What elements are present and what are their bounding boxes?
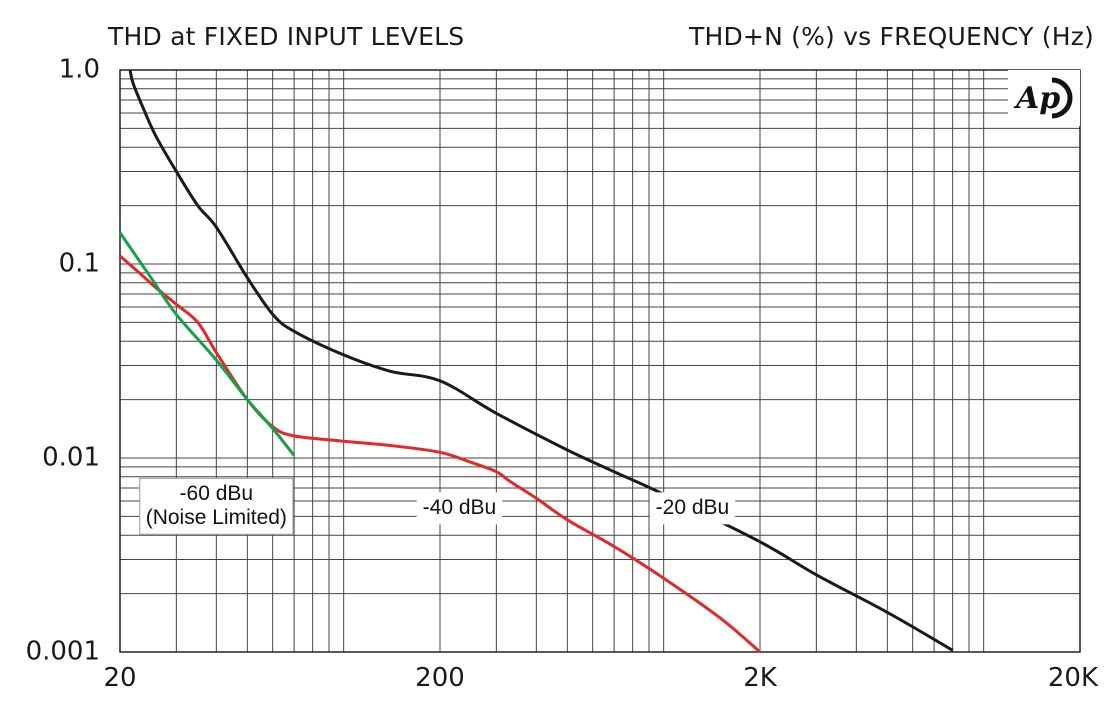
y-tick-label: 0.01 xyxy=(42,443,100,473)
curve-labels: -60 dBu(Noise Limited) -40 dBu -20 dBu xyxy=(139,477,736,535)
axis-tick-labels: 20 200 2K 20K 1.0 0.1 0.01 0.001 xyxy=(26,55,1099,694)
annotation-label-40: -40 dBu xyxy=(416,492,503,525)
series-lines xyxy=(118,69,954,654)
plot-frame xyxy=(119,69,1081,653)
logo-text: Ap xyxy=(1013,81,1060,116)
annotation-text: -20 dBu xyxy=(656,496,730,519)
series-line-20-dbu xyxy=(128,69,954,652)
x-tick-label: 20K xyxy=(1048,663,1099,693)
y-tick-label: 0.001 xyxy=(26,637,100,667)
annotation-label-60: -60 dBu(Noise Limited) xyxy=(139,477,294,535)
y-tick-label: 0.1 xyxy=(59,249,100,279)
annotation-box xyxy=(416,492,503,525)
grid-lines xyxy=(119,69,1081,653)
annotation-text: (Noise Limited) xyxy=(146,506,287,529)
annotation-label-20: -20 dBu xyxy=(649,492,736,525)
annotation-text: -60 dBu xyxy=(180,482,254,505)
annotation-box xyxy=(649,492,736,525)
ap-logo-icon: Ap xyxy=(1008,70,1080,126)
annotation-box xyxy=(139,477,294,535)
y-tick-label: 1.0 xyxy=(59,55,100,85)
series-line-40-dbu xyxy=(119,254,761,654)
x-tick-label: 200 xyxy=(415,663,465,693)
chart-subtitle: THD+N (%) vs FREQUENCY (Hz) xyxy=(689,22,1094,51)
x-tick-label: 2K xyxy=(743,663,778,693)
chart-title: THD at FIXED INPUT LEVELS xyxy=(108,22,465,51)
series-line-60-dbu-noise-limited xyxy=(118,231,296,457)
x-tick-label: 20 xyxy=(103,663,136,693)
annotation-text: -40 dBu xyxy=(423,496,497,519)
